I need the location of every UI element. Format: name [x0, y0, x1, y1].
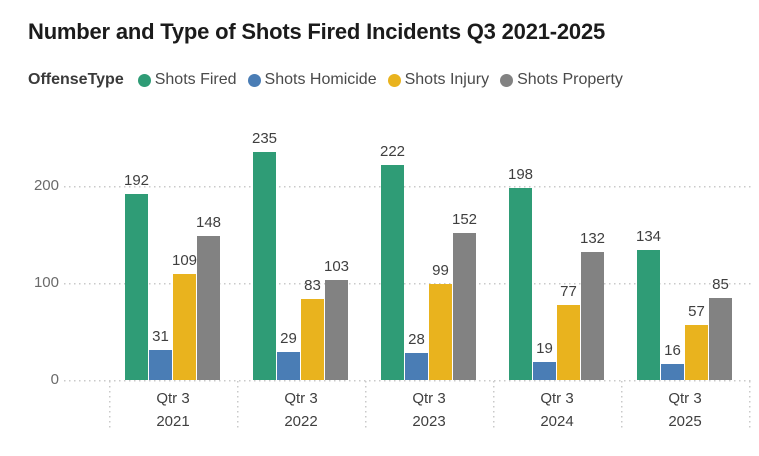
legend-shots-fired-circle-icon [137, 73, 151, 87]
category-year-label: 2023 [412, 413, 446, 430]
bar-value-label-shots-fired-2025: 134 [635, 228, 662, 245]
bar-shots-homicide-2025[interactable] [661, 364, 684, 380]
category-quarter-label: Qtr 3 [284, 390, 318, 407]
category-year-label: 2024 [540, 413, 574, 430]
bar-value-label-shots-fired-2024: 198 [507, 166, 534, 183]
legend-item-label: Shots Homicide [264, 71, 377, 88]
bar-shots-homicide-2024[interactable] [533, 362, 556, 380]
bar-value-label-shots-fired-2023: 222 [379, 143, 406, 160]
legend-item-shots-fired[interactable]: Shots Fired [137, 71, 237, 89]
bar-value-label-shots-injury-2024: 77 [560, 283, 577, 300]
bar-shots-injury-2021[interactable] [173, 274, 196, 380]
bar-value-label-shots-homicide-2024: 19 [536, 340, 553, 357]
legend: OffenseType Shots Fired Shots Homicide Sho… [28, 71, 634, 89]
bar-value-label-shots-injury-2022: 83 [304, 277, 321, 294]
chart-title: Number and Type of Shots Fired Incidents… [28, 19, 606, 44]
bar-value-label-shots-homicide-2021: 31 [152, 328, 169, 345]
bar-shots-fired-2025[interactable] [637, 250, 660, 380]
bar-shots-homicide-2022[interactable] [277, 352, 300, 380]
legend-item-shots-homicide[interactable]: Shots Homicide [247, 71, 377, 89]
bar-value-label-shots-property-2025: 85 [712, 276, 729, 293]
bar-shots-homicide-2023[interactable] [405, 353, 428, 380]
bar-value-label-shots-fired-2021: 192 [123, 172, 150, 189]
bar-shots-property-2022[interactable] [325, 280, 348, 380]
bar-shots-property-2021[interactable] [197, 236, 220, 380]
bar-shots-fired-2024[interactable] [509, 188, 532, 380]
bar-shots-injury-2022[interactable] [301, 299, 324, 380]
gridline-0 [64, 380, 754, 382]
bar-shots-injury-2024[interactable] [557, 305, 580, 380]
bar-value-label-shots-homicide-2023: 28 [408, 331, 425, 348]
category-separator [493, 381, 495, 430]
category-quarter-label: Qtr 3 [668, 390, 702, 407]
gridline-200 [64, 186, 754, 188]
bar-shots-property-2024[interactable] [581, 252, 604, 380]
category-year-label: 2025 [668, 413, 702, 430]
bar-value-label-shots-property-2024: 132 [579, 230, 606, 247]
legend-item-label: Shots Fired [154, 71, 237, 88]
bar-value-label-shots-injury-2021: 109 [171, 252, 198, 269]
bar-shots-fired-2021[interactable] [125, 194, 148, 380]
bar-shots-property-2025[interactable] [709, 298, 732, 380]
bar-value-label-shots-injury-2025: 57 [688, 303, 705, 320]
bar-value-label-shots-homicide-2022: 29 [280, 330, 297, 347]
category-separator [365, 381, 367, 430]
legend-title: OffenseType [28, 71, 124, 88]
bar-value-label-shots-fired-2022: 235 [251, 130, 278, 147]
legend-item-label: Shots Injury [404, 71, 490, 88]
category-separator [237, 381, 239, 430]
category-separator [749, 381, 751, 430]
y-axis-tick-label-0: 0 [50, 371, 59, 388]
bar-shots-fired-2023[interactable] [381, 165, 404, 380]
bar-value-label-shots-homicide-2025: 16 [664, 342, 681, 359]
category-quarter-label: Qtr 3 [540, 390, 574, 407]
bar-shots-injury-2025[interactable] [685, 325, 708, 380]
legend-item-shots-property[interactable]: Shots Property [500, 71, 623, 89]
bar-shots-fired-2022[interactable] [253, 152, 276, 380]
y-axis-tick-label-100: 100 [33, 274, 59, 291]
category-separator [109, 381, 111, 430]
category-quarter-label: Qtr 3 [412, 390, 446, 407]
bar-value-label-shots-property-2023: 152 [451, 211, 478, 228]
category-quarter-label: Qtr 3 [156, 390, 190, 407]
bar-value-label-shots-injury-2023: 99 [432, 262, 449, 279]
bar-shots-injury-2023[interactable] [429, 284, 452, 380]
legend-shots-injury-circle-icon [387, 73, 401, 87]
legend-items: Shots Fired Shots Homicide Shots Injury Sho… [137, 71, 634, 89]
bar-value-label-shots-property-2021: 148 [195, 214, 222, 231]
category-year-label: 2021 [156, 413, 190, 430]
category-year-label: 2022 [284, 413, 318, 430]
bar-shots-property-2023[interactable] [453, 233, 476, 380]
legend-item-label: Shots Property [517, 71, 623, 88]
bar-value-label-shots-property-2022: 103 [323, 258, 350, 275]
y-axis-tick-label-200: 200 [33, 177, 59, 194]
legend-item-shots-injury[interactable]: Shots Injury [387, 71, 490, 89]
legend-shots-homicide-circle-icon [247, 73, 261, 87]
bar-shots-homicide-2021[interactable] [149, 350, 172, 380]
category-separator [621, 381, 623, 430]
legend-shots-property-circle-icon [500, 73, 514, 87]
gridline-100 [64, 283, 754, 285]
